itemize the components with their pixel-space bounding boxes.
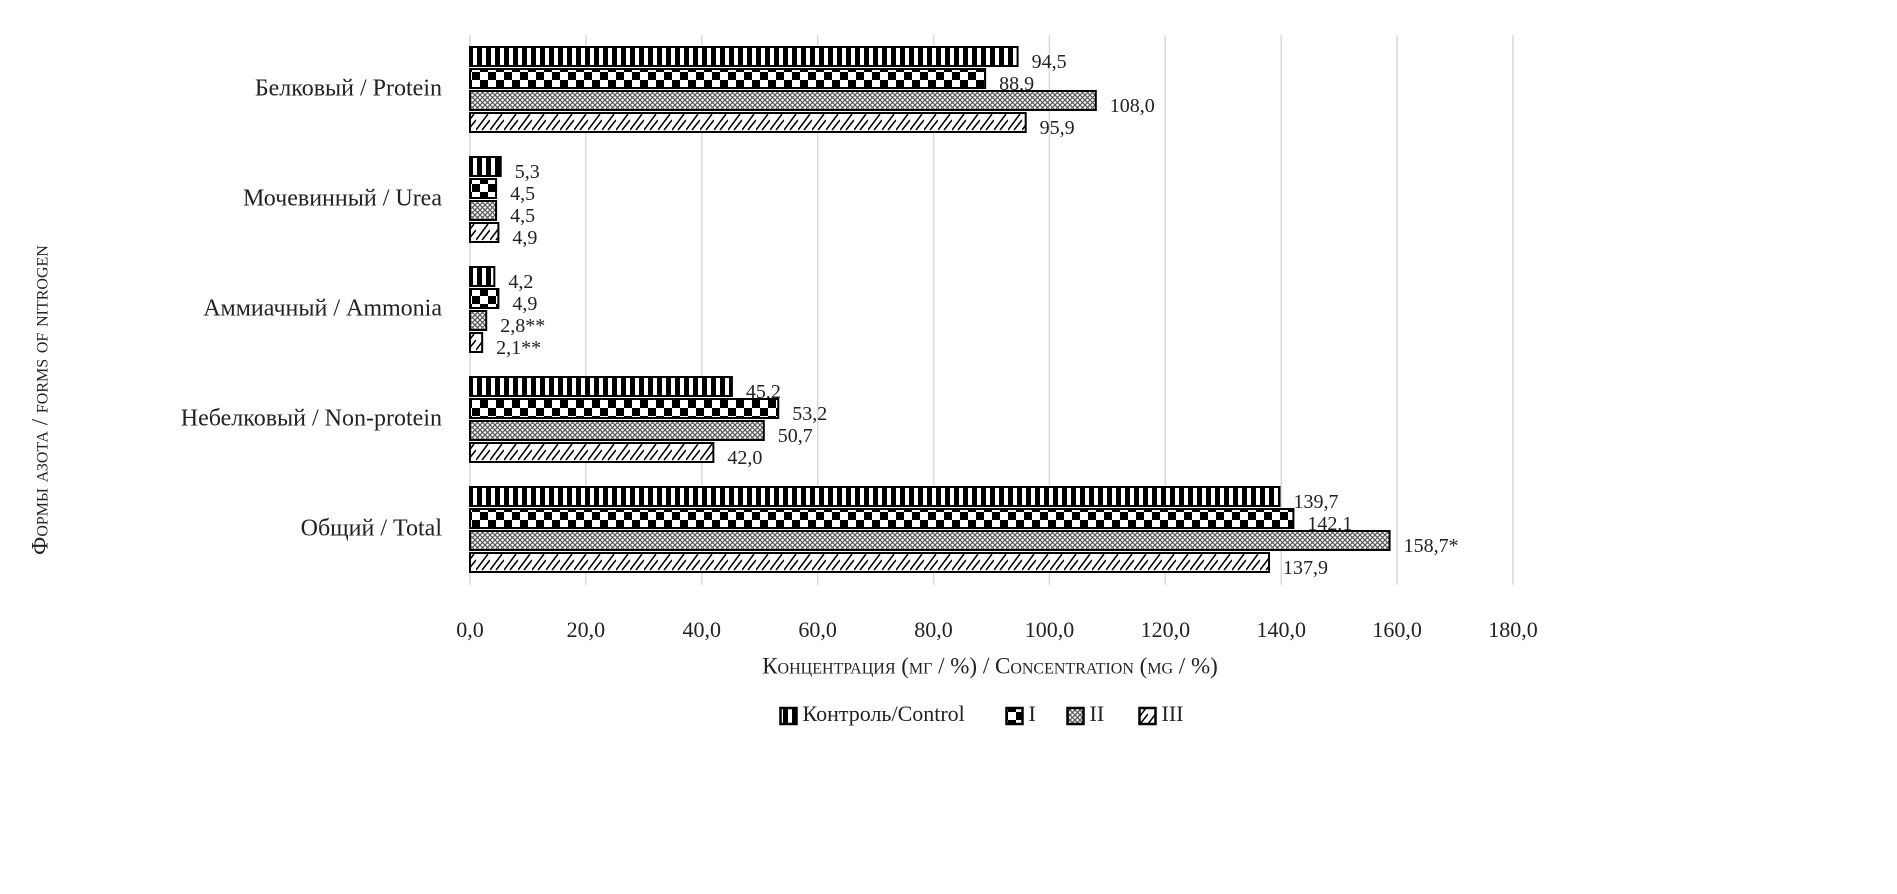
y-tick-label: Мочевинный / Urea	[243, 186, 442, 212]
y-tick-label: Аммиачный / Ammonia	[203, 296, 442, 322]
value-label: 50,7	[778, 425, 813, 447]
value-label: 2,1**	[496, 337, 541, 359]
y-tick-label: Общий / Total	[301, 516, 443, 542]
value-label: 4,5	[510, 183, 535, 205]
y-axis-title: Формы азота / forms of nitrogen	[27, 245, 52, 555]
legend-label: Контроль/Control	[803, 701, 965, 726]
value-label: 4,5	[510, 205, 535, 227]
x-tick-label: 160,0	[1372, 617, 1422, 642]
x-tick-label: 120,0	[1141, 617, 1191, 642]
value-label: 4,9	[512, 293, 537, 315]
x-tick-label: 40,0	[683, 617, 722, 642]
bar	[469, 156, 502, 177]
value-label: 2,8**	[500, 315, 545, 337]
bar	[469, 442, 715, 463]
value-label: 42,0	[727, 447, 762, 469]
legend-label: II	[1090, 701, 1105, 726]
value-label: 88,9	[999, 73, 1034, 95]
bar	[469, 46, 1019, 67]
bar	[469, 200, 498, 221]
value-label: 158,7*	[1404, 535, 1459, 557]
bar	[469, 398, 780, 419]
y-tick-label: Небелковый / Non-protein	[181, 406, 442, 432]
bar	[469, 332, 484, 353]
x-tick-label: 20,0	[567, 617, 606, 642]
bar	[469, 222, 500, 243]
value-label: 142,1	[1307, 513, 1352, 535]
bar	[469, 90, 1097, 111]
value-label: 5,3	[515, 161, 540, 183]
legend-swatch	[1066, 706, 1085, 726]
bar	[469, 310, 488, 331]
y-tick-label: Белковый / Protein	[255, 76, 442, 102]
bar	[469, 530, 1391, 551]
bar	[469, 376, 733, 397]
bar	[469, 486, 1281, 507]
bar	[469, 266, 496, 287]
bar	[469, 508, 1295, 529]
value-label: 108,0	[1110, 95, 1155, 117]
bar	[469, 112, 1027, 133]
value-label: 137,9	[1283, 557, 1328, 579]
legend-label: III	[1162, 701, 1184, 726]
bar	[469, 288, 500, 309]
value-label: 139,7	[1293, 491, 1338, 513]
bar	[469, 178, 498, 199]
value-label: 94,5	[1032, 51, 1067, 73]
legend-swatch	[1138, 706, 1157, 726]
x-tick-label: 80,0	[914, 617, 953, 642]
x-tick-label: 60,0	[798, 617, 837, 642]
bar	[469, 420, 765, 441]
value-label: 45,2	[746, 381, 781, 403]
value-label: 4,2	[508, 271, 533, 293]
x-tick-label: 100,0	[1025, 617, 1075, 642]
x-tick-label: 0,0	[456, 617, 484, 642]
bar	[469, 68, 987, 89]
value-label: 53,2	[792, 403, 827, 425]
bar	[469, 552, 1271, 573]
x-axis-title: Концентрация (мг / %) / Concentration (m…	[762, 653, 1218, 678]
legend-swatch	[779, 706, 798, 726]
legend-label: I	[1029, 701, 1036, 726]
x-tick-label: 140,0	[1256, 617, 1306, 642]
legend-swatch	[1005, 706, 1024, 726]
x-tick-label: 180,0	[1488, 617, 1538, 642]
value-label: 4,9	[512, 227, 537, 249]
value-label: 95,9	[1040, 117, 1075, 139]
